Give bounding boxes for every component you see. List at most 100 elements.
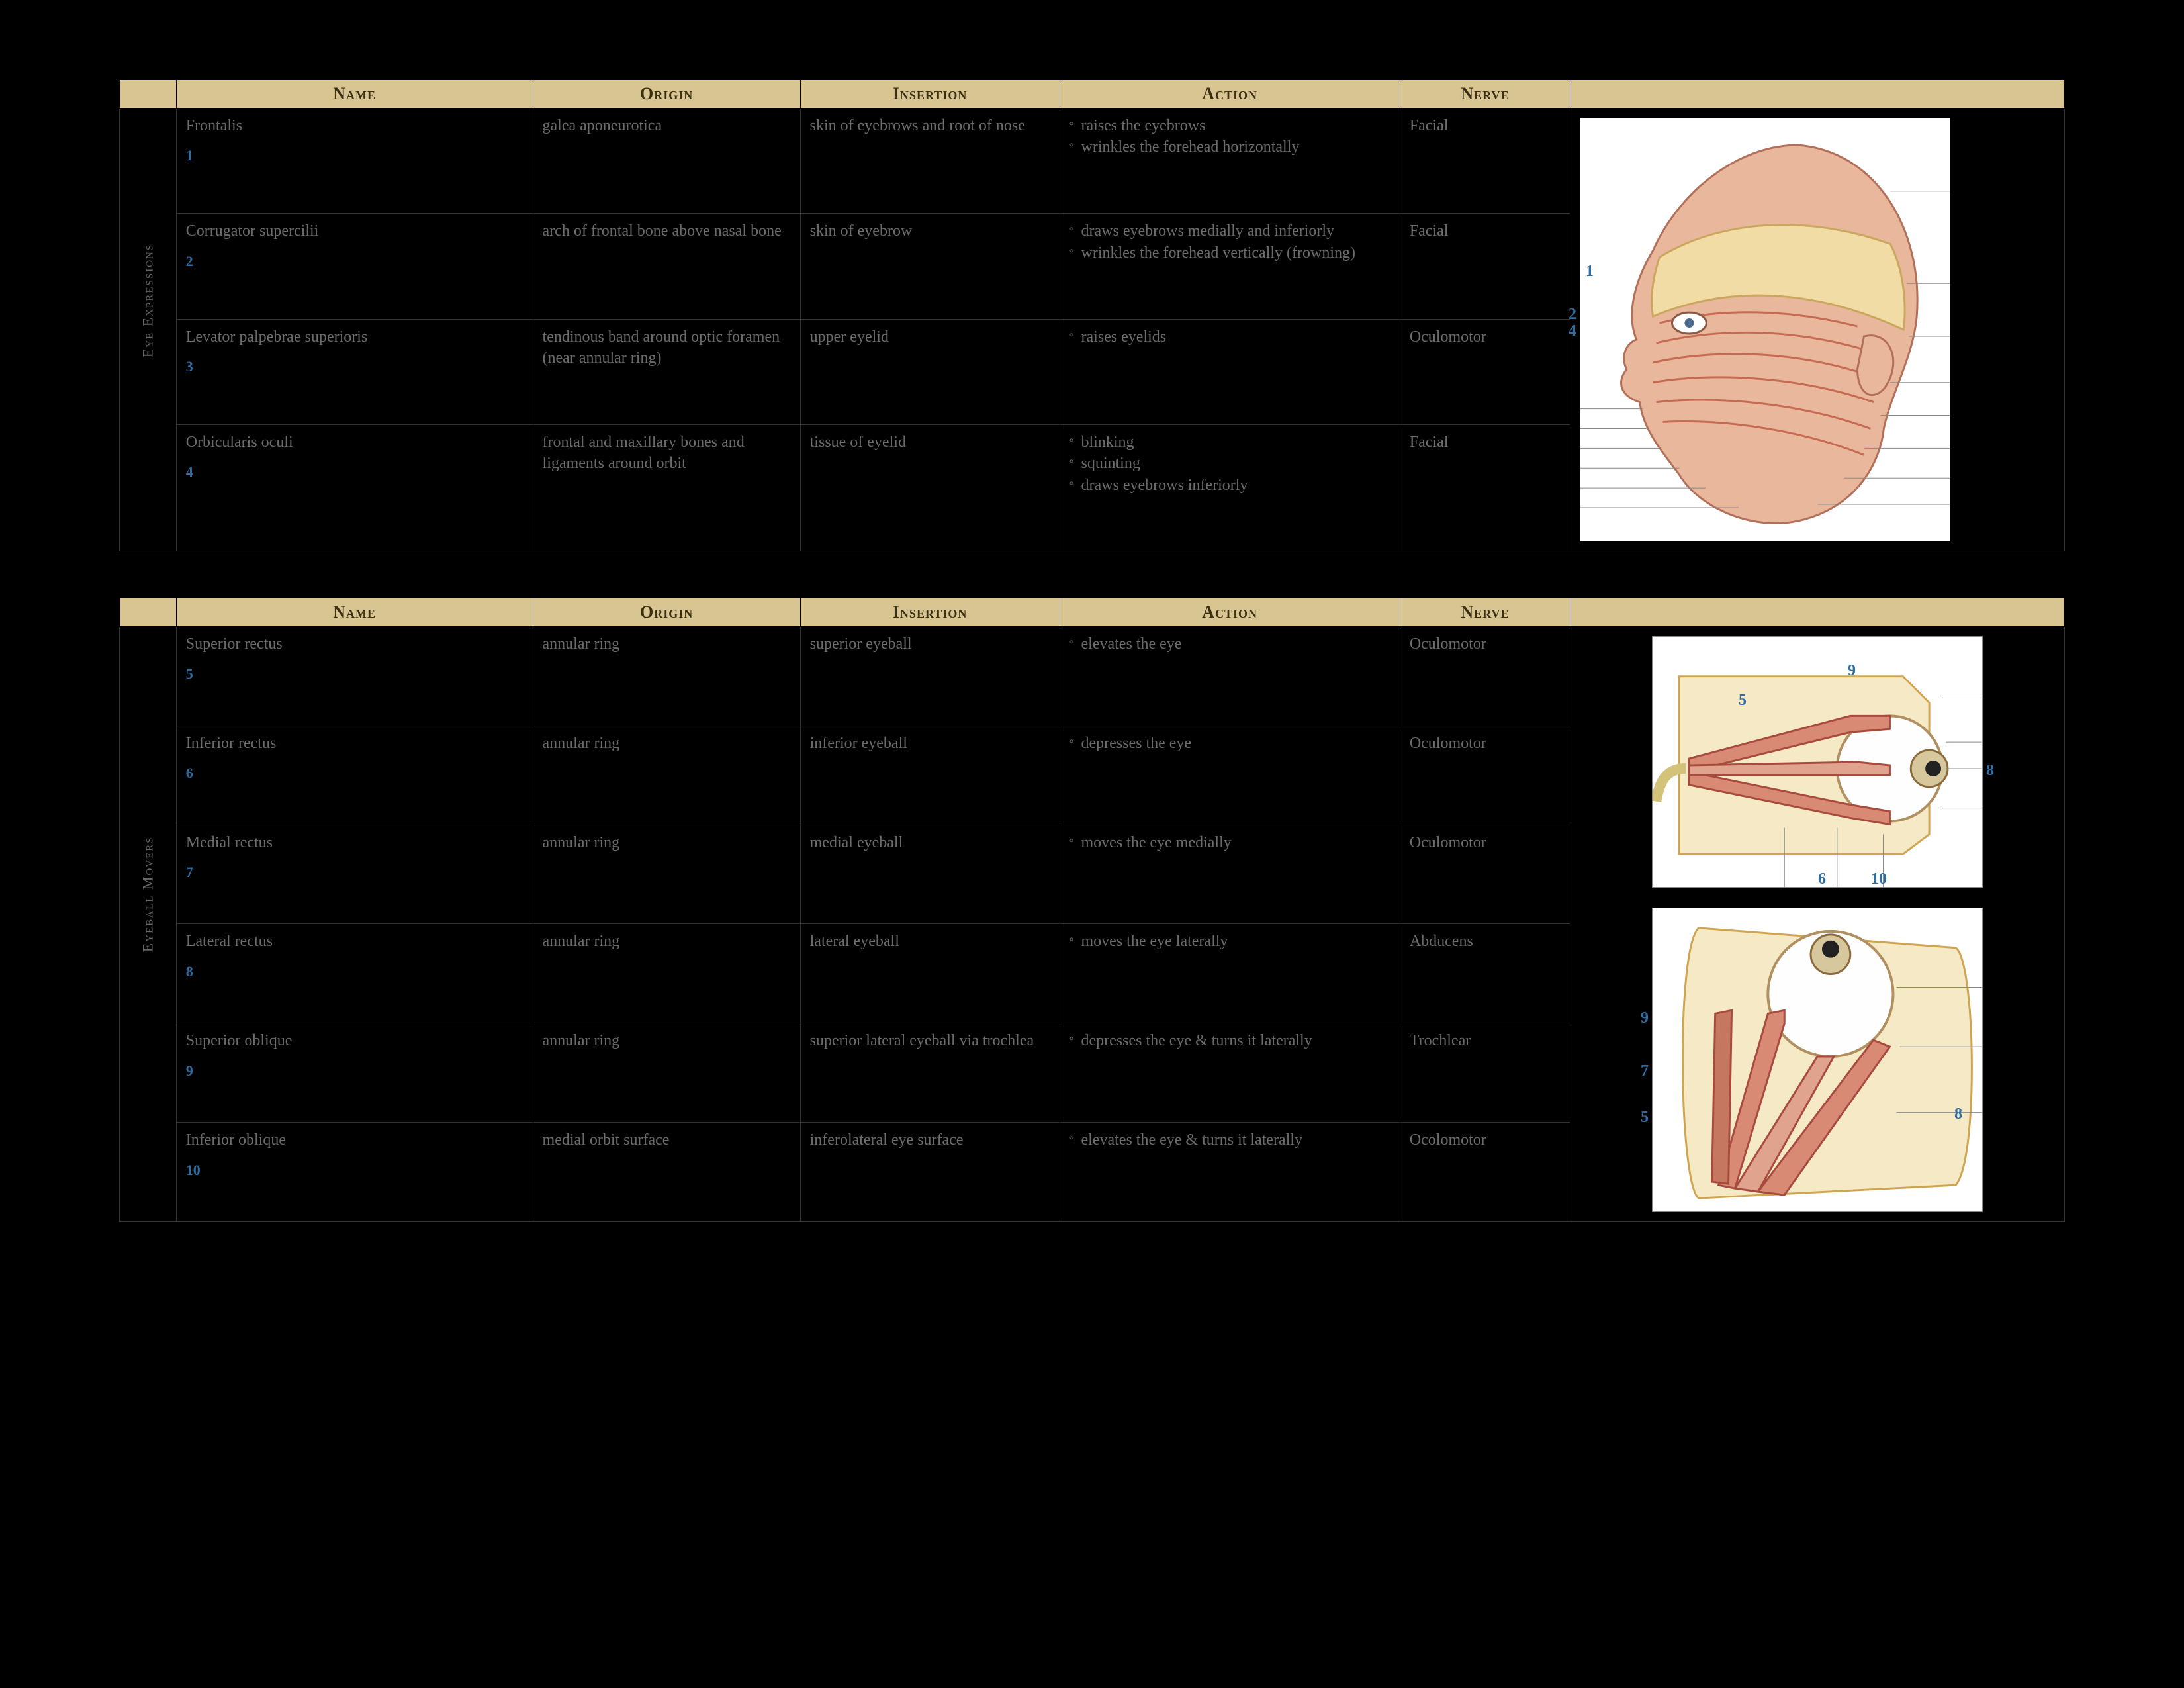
- cell-action: elevates the eye & turns it laterally: [1060, 1123, 1400, 1222]
- section-label-text: Eyeball Movers: [138, 896, 158, 953]
- table-row: Eyeball Movers Superior rectus 5 annular…: [120, 627, 2065, 726]
- cell-origin: frontal and maxillary bones and ligament…: [533, 424, 800, 551]
- cell-insertion: skin of eyebrow: [800, 214, 1060, 319]
- illus-label: 9: [1641, 1008, 1649, 1029]
- eye-expressions-table: Name Origin Insertion Action Nerve Eye E…: [119, 79, 2065, 551]
- illus-label: 1: [1586, 261, 1594, 282]
- muscle-number: 4: [186, 462, 523, 482]
- page: Name Origin Insertion Action Nerve Eye E…: [0, 0, 2184, 1348]
- muscle-number: 3: [186, 357, 523, 377]
- cell-insertion: upper eyelid: [800, 319, 1060, 424]
- muscle-number: 8: [186, 962, 523, 982]
- cell-nerve: Oculomotor: [1400, 627, 1570, 726]
- cell-insertion: inferolateral eye surface: [800, 1123, 1060, 1222]
- cell-name: Inferior rectus 6: [176, 726, 533, 825]
- action-item: squinting: [1069, 453, 1390, 474]
- cell-action: elevates the eye: [1060, 627, 1400, 726]
- muscle-name: Inferior rectus: [186, 733, 523, 754]
- cell-nerve: Facial: [1400, 109, 1570, 214]
- muscle-name: Superior rectus: [186, 633, 523, 655]
- cell-insertion: inferior eyeball: [800, 726, 1060, 825]
- cell-nerve: Oculomotor: [1400, 726, 1570, 825]
- header-nerve: Nerve: [1400, 80, 1570, 109]
- cell-name: Inferior oblique 10: [176, 1123, 533, 1222]
- cell-nerve: Oculomotor: [1400, 825, 1570, 924]
- cell-nerve: Facial: [1400, 424, 1570, 551]
- section-label-text: Eye Expressions: [138, 302, 158, 358]
- illus-label: 10: [1871, 868, 1887, 890]
- cell-action: blinking squinting draws eyebrows inferi…: [1060, 424, 1400, 551]
- cell-action: moves the eye laterally: [1060, 924, 1400, 1023]
- eyeball-movers-table: Name Origin Insertion Action Nerve Eyeba…: [119, 598, 2065, 1222]
- eye-superior-illustration: 9 7 5 8: [1652, 908, 1983, 1212]
- header-name: Name: [176, 598, 533, 627]
- cell-action: depresses the eye: [1060, 726, 1400, 825]
- action-item: depresses the eye: [1069, 733, 1390, 754]
- muscle-number: 10: [186, 1160, 523, 1180]
- cell-nerve: Facial: [1400, 214, 1570, 319]
- illus-label: 9: [1848, 660, 1856, 681]
- eye-expressions-table-wrap: Name Origin Insertion Action Nerve Eye E…: [119, 79, 2065, 551]
- cell-insertion: superior eyeball: [800, 627, 1060, 726]
- cell-name: Levator palpebrae superioris 3: [176, 319, 533, 424]
- muscle-number: 1: [186, 146, 523, 165]
- action-item: draws eyebrows inferiorly: [1069, 475, 1390, 496]
- cell-nerve: Trochlear: [1400, 1023, 1570, 1123]
- cell-nerve: Abducens: [1400, 924, 1570, 1023]
- header-image: [1570, 598, 2064, 627]
- illus-label: 6: [1818, 868, 1826, 890]
- cell-name: Superior rectus 5: [176, 627, 533, 726]
- cell-insertion: skin of eyebrows and root of nose: [800, 109, 1060, 214]
- header-action: Action: [1060, 598, 1400, 627]
- eye-lateral-illustration: 5 9 8 6 10: [1652, 636, 1983, 888]
- header-insertion: Insertion: [800, 80, 1060, 109]
- muscle-name: Inferior oblique: [186, 1129, 523, 1150]
- illus-label: 5: [1739, 690, 1747, 711]
- header-name: Name: [176, 80, 533, 109]
- header-empty: [120, 80, 177, 109]
- cell-origin: annular ring: [533, 1023, 800, 1123]
- action-item: wrinkles the forehead horizontally: [1069, 136, 1390, 158]
- cell-insertion: lateral eyeball: [800, 924, 1060, 1023]
- muscle-number: 5: [186, 664, 523, 684]
- cell-action: raises the eyebrows wrinkles the forehea…: [1060, 109, 1400, 214]
- table-header-row: Name Origin Insertion Action Nerve: [120, 598, 2065, 627]
- cell-nerve: Ocolomotor: [1400, 1123, 1570, 1222]
- action-item: wrinkles the forehead vertically (frowni…: [1069, 242, 1390, 263]
- head-svg: [1580, 118, 1950, 541]
- cell-action: raises eyelids: [1060, 319, 1400, 424]
- header-image: [1570, 80, 2064, 109]
- cell-origin: arch of frontal bone above nasal bone: [533, 214, 800, 319]
- muscle-name: Frontalis: [186, 115, 523, 136]
- cell-origin: annular ring: [533, 627, 800, 726]
- cell-origin: annular ring: [533, 825, 800, 924]
- action-item: elevates the eye & turns it laterally: [1069, 1129, 1390, 1150]
- action-item: depresses the eye & turns it laterally: [1069, 1030, 1390, 1051]
- illustration-cell: 1 2 4: [1570, 109, 2064, 551]
- muscle-number: 9: [186, 1061, 523, 1081]
- muscle-name: Superior oblique: [186, 1030, 523, 1051]
- illus-label: 4: [1569, 320, 1576, 342]
- action-item: raises the eyebrows: [1069, 115, 1390, 136]
- action-item: raises eyelids: [1069, 326, 1390, 348]
- cell-action: draws eyebrows medially and inferiorly w…: [1060, 214, 1400, 319]
- cell-name: Lateral rectus 8: [176, 924, 533, 1023]
- illus-label: 7: [1641, 1060, 1649, 1082]
- illus-label: 8: [1986, 760, 1994, 781]
- illus-label: 8: [1954, 1103, 1962, 1125]
- action-item: draws eyebrows medially and inferiorly: [1069, 220, 1390, 242]
- header-empty: [120, 598, 177, 627]
- muscle-name: Orbicularis oculi: [186, 432, 523, 453]
- muscle-number: 7: [186, 863, 523, 882]
- cell-origin: medial orbit surface: [533, 1123, 800, 1222]
- table-header-row: Name Origin Insertion Action Nerve: [120, 80, 2065, 109]
- cell-name: Frontalis 1: [176, 109, 533, 214]
- cell-insertion: tissue of eyelid: [800, 424, 1060, 551]
- cell-origin: annular ring: [533, 924, 800, 1023]
- action-item: elevates the eye: [1069, 633, 1390, 655]
- cell-name: Medial rectus 7: [176, 825, 533, 924]
- header-nerve: Nerve: [1400, 598, 1570, 627]
- header-origin: Origin: [533, 598, 800, 627]
- cell-insertion: medial eyeball: [800, 825, 1060, 924]
- action-item: moves the eye medially: [1069, 832, 1390, 853]
